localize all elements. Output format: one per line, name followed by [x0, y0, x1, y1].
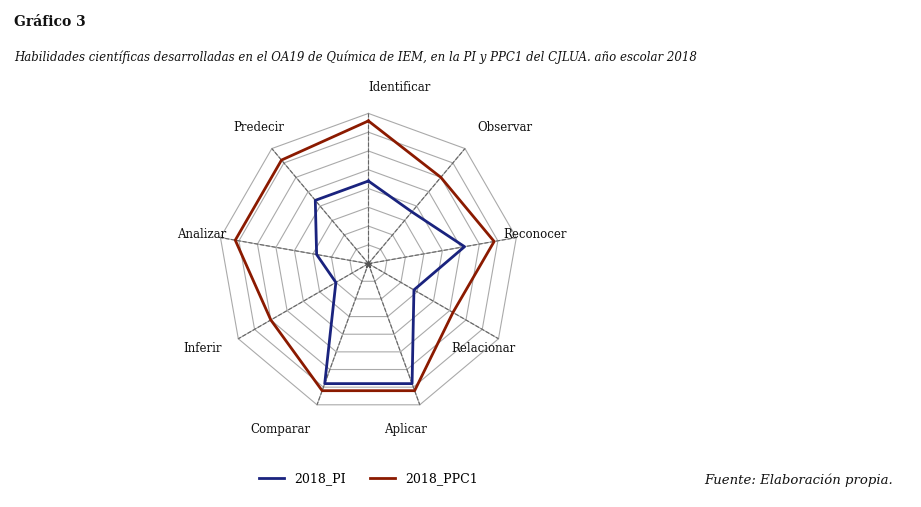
Text: Observar: Observar — [477, 121, 532, 134]
Text: Gráfico 3: Gráfico 3 — [14, 15, 86, 29]
Text: Habilidades científicas desarrolladas en el OA19 de Química de IEM, en la PI y P: Habilidades científicas desarrolladas en… — [14, 51, 696, 64]
Text: Comparar: Comparar — [251, 423, 310, 436]
Text: Predecir: Predecir — [234, 121, 285, 134]
Text: Relacionar: Relacionar — [451, 342, 516, 355]
Legend: 2018_PI, 2018_PPC1: 2018_PI, 2018_PPC1 — [253, 467, 484, 491]
Text: Inferir: Inferir — [183, 342, 221, 355]
Text: Reconocer: Reconocer — [504, 228, 567, 241]
Text: Fuente: Elaboración propia.: Fuente: Elaboración propia. — [705, 473, 893, 487]
Text: Aplicar: Aplicar — [383, 423, 426, 436]
Text: Analizar: Analizar — [177, 228, 226, 241]
Text: Identificar: Identificar — [368, 81, 431, 94]
